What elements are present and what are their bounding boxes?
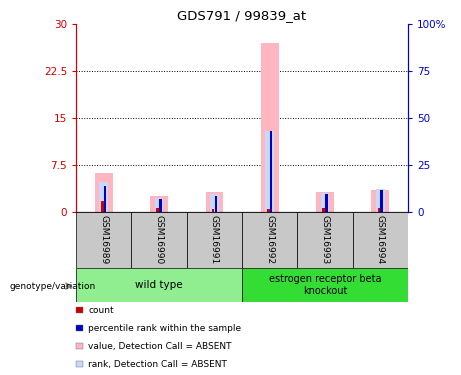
Text: percentile rank within the sample: percentile rank within the sample (88, 324, 241, 333)
Text: genotype/variation: genotype/variation (9, 282, 95, 291)
Text: rank, Detection Call = ABSENT: rank, Detection Call = ABSENT (88, 360, 227, 369)
Title: GDS791 / 99839_at: GDS791 / 99839_at (177, 9, 307, 22)
Bar (210, 194, 219, 212)
Bar (325, 194, 328, 212)
Bar (372, 190, 389, 212)
Bar (261, 43, 278, 212)
Bar (76, 212, 131, 268)
Bar (376, 189, 385, 212)
Bar (187, 212, 242, 268)
Bar (76, 268, 242, 302)
Text: value, Detection Call = ABSENT: value, Detection Call = ABSENT (88, 342, 232, 351)
Text: count: count (88, 306, 114, 315)
Bar (270, 130, 272, 212)
Bar (267, 209, 270, 212)
Bar (159, 200, 162, 212)
Bar (131, 212, 187, 268)
Bar (154, 198, 164, 212)
Bar (297, 212, 353, 268)
Text: GSM16990: GSM16990 (154, 215, 164, 265)
Bar (104, 186, 106, 212)
Bar (353, 212, 408, 268)
Bar (320, 193, 330, 212)
Bar (214, 196, 217, 212)
Bar (242, 268, 408, 302)
Bar (265, 130, 274, 212)
Bar (95, 173, 112, 212)
Bar (378, 208, 380, 212)
Bar (212, 209, 214, 212)
Text: GSM16993: GSM16993 (320, 215, 330, 265)
Bar (322, 208, 325, 212)
Bar (242, 212, 297, 268)
Bar (380, 190, 383, 212)
Bar (99, 182, 108, 212)
Text: GSM16989: GSM16989 (99, 215, 108, 265)
Text: GSM16992: GSM16992 (265, 215, 274, 265)
Text: wild type: wild type (135, 280, 183, 290)
Text: GSM16994: GSM16994 (376, 215, 385, 265)
Text: GSM16991: GSM16991 (210, 215, 219, 265)
Bar (150, 196, 168, 212)
Bar (206, 192, 223, 212)
Bar (156, 208, 159, 212)
Bar (316, 192, 334, 212)
Text: estrogen receptor beta
knockout: estrogen receptor beta knockout (269, 274, 381, 296)
Bar (101, 201, 104, 212)
